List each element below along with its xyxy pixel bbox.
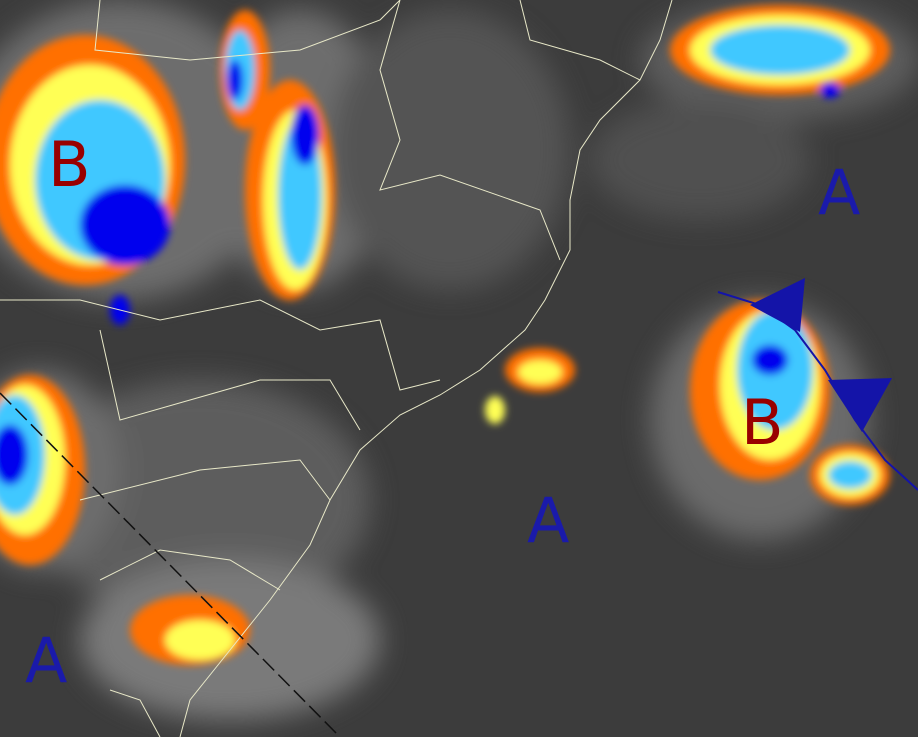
trough-line [0, 392, 341, 737]
cold-front [717, 278, 918, 491]
low-pressure-label: B [741, 386, 784, 459]
high-pressure-label: A [527, 484, 570, 557]
front-triangle [750, 278, 805, 332]
high-pressure-label: A [818, 156, 861, 229]
coastline [179, 0, 673, 737]
convective-clouds [0, 5, 890, 665]
political-borders [0, 0, 673, 737]
high-pressure-label: A [25, 624, 68, 697]
low-pressure-label: B [48, 128, 91, 201]
front-triangle [828, 378, 892, 432]
